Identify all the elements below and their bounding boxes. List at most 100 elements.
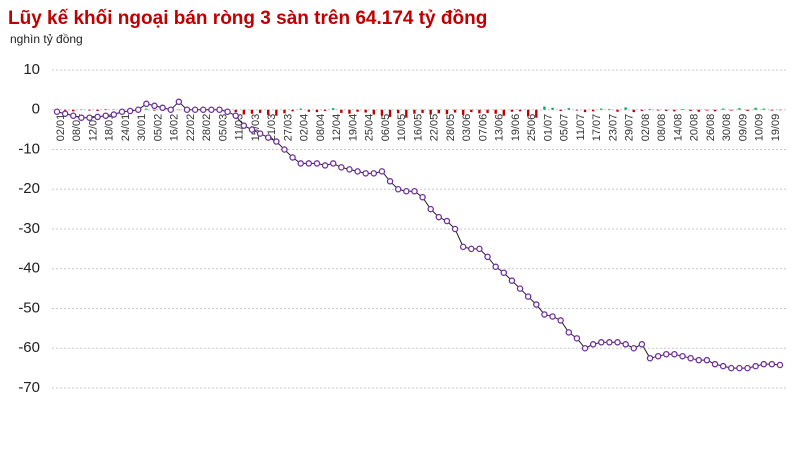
bar <box>72 109 75 112</box>
bar <box>526 109 530 117</box>
marker <box>687 354 694 362</box>
marker <box>606 339 613 346</box>
bar <box>730 109 733 111</box>
marker <box>378 168 386 175</box>
bar <box>372 109 376 115</box>
bar <box>656 109 660 111</box>
bar <box>96 109 99 111</box>
bar <box>583 109 587 113</box>
bar <box>234 109 237 113</box>
bar <box>770 109 774 111</box>
x-tick-label: 25/06 <box>526 114 538 142</box>
marker <box>760 360 768 368</box>
bar <box>470 109 473 113</box>
marker <box>443 217 451 225</box>
x-tick-label: 12/04 <box>331 114 343 142</box>
bar <box>405 109 408 118</box>
marker <box>69 112 77 119</box>
bar <box>754 107 757 110</box>
y-tick-label: -10 <box>18 140 40 157</box>
marker <box>492 263 499 271</box>
marker <box>370 170 378 177</box>
bar <box>502 109 505 116</box>
marker <box>419 193 426 201</box>
bar <box>332 108 335 110</box>
x-tick-label: 06/05 <box>380 114 392 142</box>
marker <box>468 245 475 253</box>
marker <box>386 178 394 185</box>
bar <box>762 108 765 110</box>
x-tick-label: 30/01 <box>136 114 148 142</box>
bar <box>153 109 156 111</box>
marker <box>183 106 191 114</box>
marker <box>248 126 256 133</box>
bar <box>616 109 619 112</box>
x-tick-label: 13/06 <box>494 114 506 142</box>
x-tick-label: 22/02 <box>185 114 197 142</box>
marker <box>321 162 329 169</box>
bar <box>421 109 424 113</box>
marker <box>102 112 109 119</box>
marker <box>224 108 231 115</box>
marker <box>53 108 61 115</box>
bar <box>746 109 749 111</box>
x-tick-label: 25/04 <box>364 114 376 142</box>
x-tick-label: 30/08 <box>721 114 733 142</box>
marker <box>500 269 508 276</box>
marker <box>61 110 69 117</box>
marker <box>508 277 516 284</box>
x-tick-label: 19/06 <box>510 114 522 142</box>
marker <box>573 335 581 342</box>
x-tick-label: 19/04 <box>347 114 359 142</box>
x-tick-label: 27/03 <box>282 114 294 142</box>
marker <box>151 102 158 110</box>
marker <box>541 311 548 318</box>
x-tick-label: 14/08 <box>672 114 684 142</box>
marker <box>346 166 353 173</box>
bar <box>600 108 603 110</box>
x-tick-label: 02/08 <box>640 114 652 142</box>
marker <box>78 114 85 121</box>
x-tick-label: 11/07 <box>575 114 587 141</box>
bar <box>291 109 294 112</box>
bar <box>283 109 286 114</box>
marker <box>549 313 556 320</box>
bar <box>453 109 457 113</box>
marker <box>638 341 646 348</box>
chart-title: Lũy kế khối ngoại bán ròng 3 sàn trên 64… <box>8 8 487 29</box>
marker <box>94 113 101 121</box>
bar <box>543 106 546 110</box>
bar <box>738 108 741 110</box>
marker <box>663 350 670 358</box>
bar <box>535 109 538 118</box>
x-tick-label: 20/08 <box>689 114 701 142</box>
bar <box>624 107 627 110</box>
marker <box>768 360 776 368</box>
bar <box>478 109 481 114</box>
marker <box>118 108 126 115</box>
bar <box>250 109 254 114</box>
marker <box>589 341 597 348</box>
marker <box>646 354 654 362</box>
bar <box>648 108 652 110</box>
marker <box>273 138 280 145</box>
marker <box>264 134 272 141</box>
bar <box>267 109 270 115</box>
marker <box>362 170 369 177</box>
bar <box>340 109 343 113</box>
bar <box>388 109 392 117</box>
bar <box>559 109 562 111</box>
marker <box>736 364 743 372</box>
marker <box>719 362 727 370</box>
marker <box>695 356 703 364</box>
bar <box>461 109 465 115</box>
marker <box>776 361 784 369</box>
marker <box>703 356 711 364</box>
bar <box>665 109 668 111</box>
x-tick-label: 07/06 <box>477 114 489 142</box>
x-tick-label: 01/07 <box>542 114 554 142</box>
bar <box>608 108 611 110</box>
marker <box>134 106 142 114</box>
bar <box>575 109 579 111</box>
y-tick-label: -30 <box>18 220 40 237</box>
